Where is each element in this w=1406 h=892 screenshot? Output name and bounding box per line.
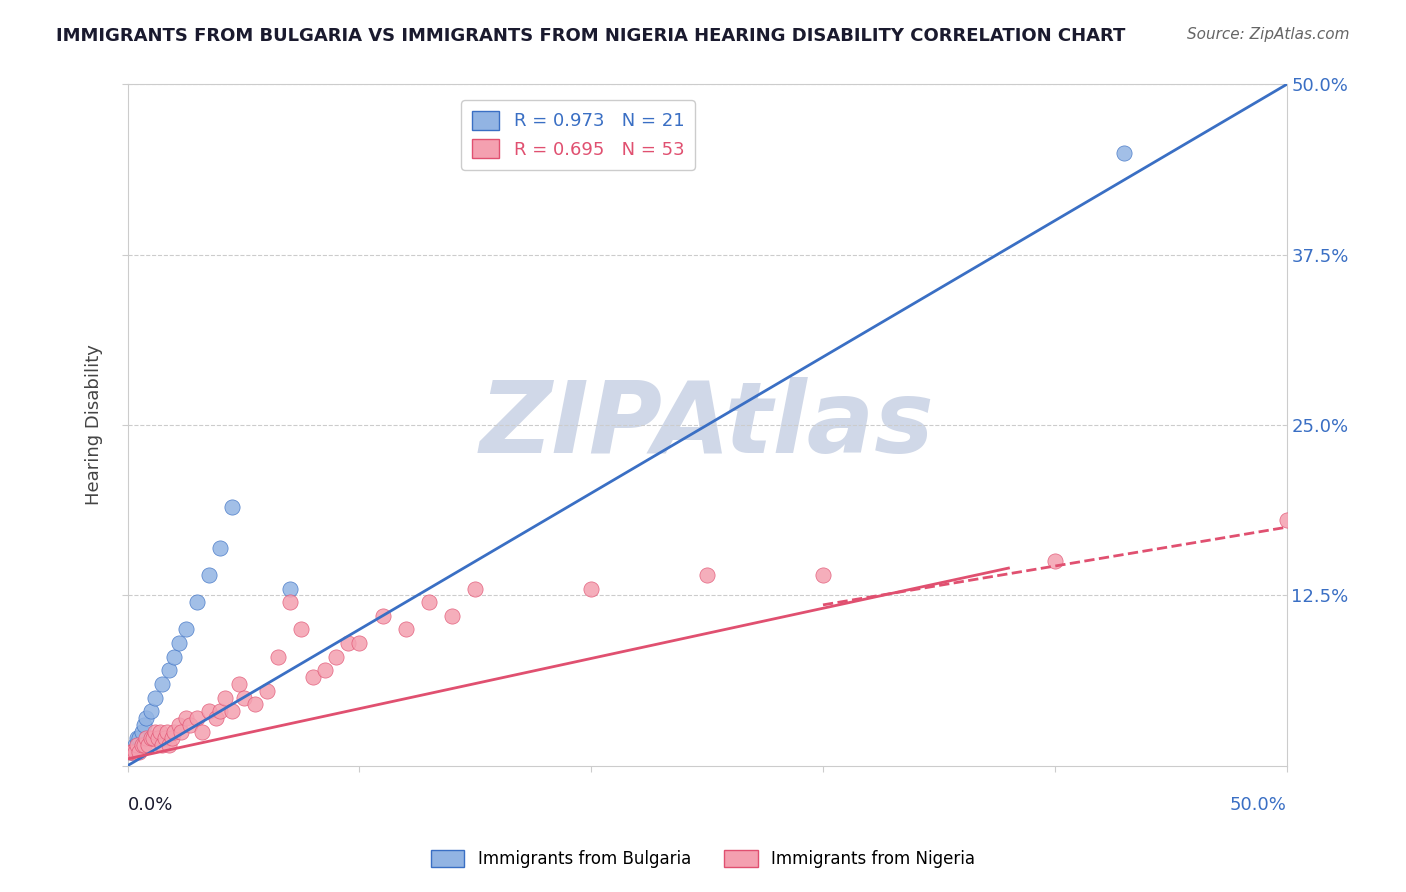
Point <box>256 683 278 698</box>
Point <box>139 731 162 746</box>
Point <box>1043 554 1066 568</box>
Point <box>124 738 146 752</box>
Point <box>150 738 173 752</box>
Point <box>153 731 176 746</box>
Point <box>1114 145 1136 160</box>
Point <box>135 711 157 725</box>
Point <box>209 541 232 555</box>
Point <box>290 623 312 637</box>
Point <box>131 738 153 752</box>
Point <box>139 704 162 718</box>
Point <box>167 636 190 650</box>
Point <box>156 724 179 739</box>
Point <box>128 745 150 759</box>
Point <box>174 623 197 637</box>
Point <box>132 738 155 752</box>
Point <box>124 745 146 759</box>
Point <box>174 711 197 725</box>
Point <box>214 690 236 705</box>
Text: 0.0%: 0.0% <box>128 797 173 814</box>
Point <box>146 731 169 746</box>
Point <box>149 724 172 739</box>
Legend: R = 0.973   N = 21, R = 0.695   N = 53: R = 0.973 N = 21, R = 0.695 N = 53 <box>461 100 695 169</box>
Legend: Immigrants from Bulgaria, Immigrants from Nigeria: Immigrants from Bulgaria, Immigrants fro… <box>425 843 981 875</box>
Point <box>179 718 201 732</box>
Point <box>464 582 486 596</box>
Point <box>278 595 301 609</box>
Point <box>186 595 208 609</box>
Point <box>278 582 301 596</box>
Point <box>243 698 266 712</box>
Point <box>135 731 157 746</box>
Point <box>186 711 208 725</box>
Text: 50.0%: 50.0% <box>1230 797 1286 814</box>
Point <box>157 738 180 752</box>
Point <box>325 649 347 664</box>
Point <box>349 636 371 650</box>
Point <box>1275 513 1298 527</box>
Point <box>197 568 219 582</box>
Point <box>145 724 167 739</box>
Text: Source: ZipAtlas.com: Source: ZipAtlas.com <box>1187 27 1350 42</box>
Point <box>228 677 250 691</box>
Point <box>160 731 183 746</box>
Point <box>157 663 180 677</box>
Point <box>221 500 243 514</box>
Point <box>204 711 226 725</box>
Point <box>232 690 254 705</box>
Point <box>209 704 232 718</box>
Point <box>811 568 834 582</box>
Y-axis label: Hearing Disability: Hearing Disability <box>86 344 103 506</box>
Point <box>118 745 141 759</box>
Point <box>131 724 153 739</box>
Point <box>121 745 143 759</box>
Point <box>125 738 148 752</box>
Text: ZIPAtlas: ZIPAtlas <box>479 376 935 474</box>
Point <box>418 595 440 609</box>
Point <box>314 663 336 677</box>
Point <box>395 623 418 637</box>
Point <box>128 731 150 746</box>
Point <box>167 718 190 732</box>
Point <box>191 724 214 739</box>
Point <box>163 724 186 739</box>
Point <box>121 745 143 759</box>
Point <box>336 636 359 650</box>
Point <box>150 677 173 691</box>
Point <box>132 718 155 732</box>
Point <box>302 670 325 684</box>
Point <box>145 690 167 705</box>
Point <box>441 608 464 623</box>
Point <box>221 704 243 718</box>
Point <box>696 568 718 582</box>
Point <box>125 731 148 746</box>
Point <box>579 582 602 596</box>
Point <box>163 649 186 664</box>
Point <box>118 745 141 759</box>
Point <box>142 731 165 746</box>
Point <box>138 738 160 752</box>
Point <box>267 649 290 664</box>
Point <box>197 704 219 718</box>
Point <box>170 724 193 739</box>
Point <box>371 608 394 623</box>
Text: IMMIGRANTS FROM BULGARIA VS IMMIGRANTS FROM NIGERIA HEARING DISABILITY CORRELATI: IMMIGRANTS FROM BULGARIA VS IMMIGRANTS F… <box>56 27 1126 45</box>
